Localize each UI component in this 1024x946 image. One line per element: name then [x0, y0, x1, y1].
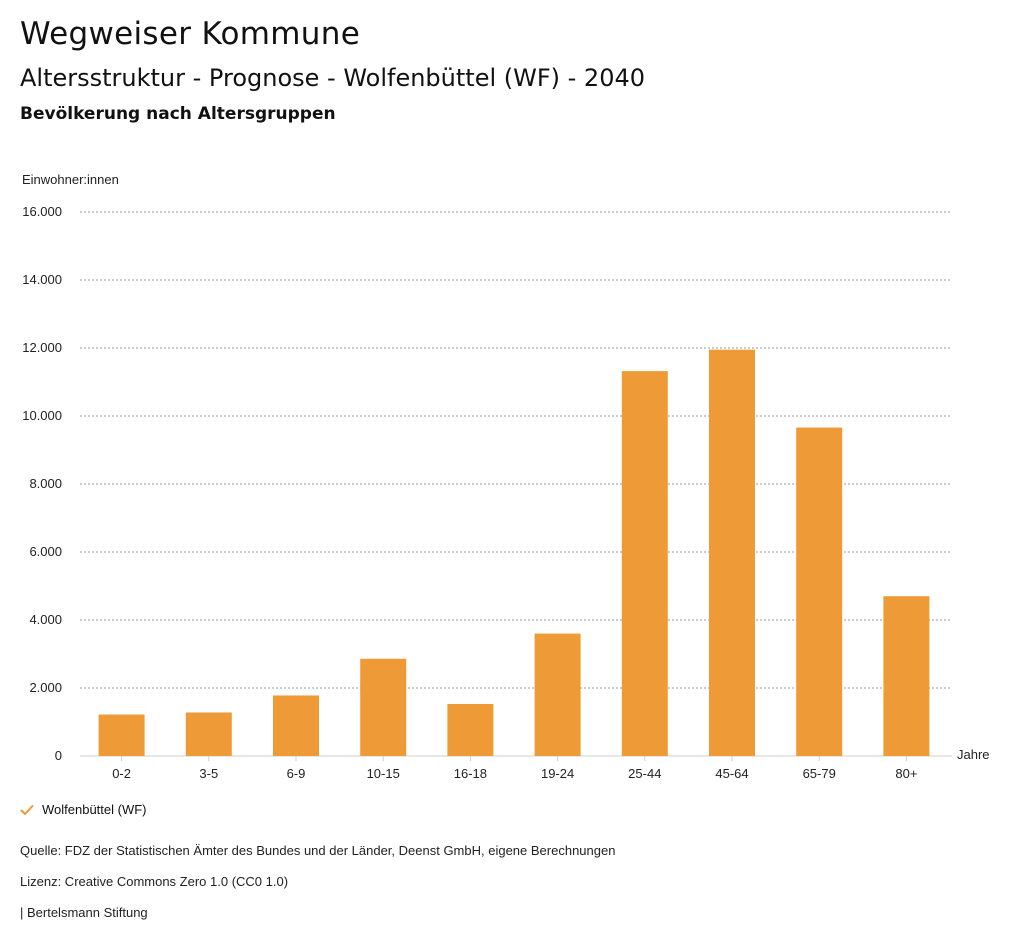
- bar-16-18[interactable]: [447, 703, 494, 756]
- bar-0-2[interactable]: [98, 714, 145, 756]
- y-tick-label: 8.000: [29, 476, 62, 491]
- x-tick-label: 25-44: [628, 766, 661, 781]
- x-tick-label: 80+: [895, 766, 917, 781]
- y-axis-label: Einwohner:innen: [22, 172, 119, 187]
- y-tick-label: 12.000: [22, 340, 62, 355]
- license-note: Lizenz: Creative Commons Zero 1.0 (CC0 1…: [20, 874, 289, 889]
- x-tick-label: 3-5: [199, 766, 218, 781]
- x-tick-label: 6-9: [287, 766, 306, 781]
- bar-45-64[interactable]: [709, 349, 755, 756]
- x-axis-ticks: 0-2 3-5 6-9 10-15 16-18 19-24 25-44 45-64 65-79 8…: [112, 756, 917, 781]
- y-tick-label: 16.000: [22, 204, 62, 219]
- chart-subsubtitle: Bevölkerung nach Altersgruppen: [20, 104, 336, 124]
- x-tick-label: 0-2: [112, 766, 131, 781]
- x-tick-label: 19-24: [541, 766, 574, 781]
- source-note: Quelle: FDZ der Statistischen Ämter des …: [20, 843, 616, 858]
- x-tick-label: 16-18: [454, 766, 487, 781]
- y-tick-label: 10.000: [22, 408, 62, 423]
- x-tick-label: 45-64: [715, 766, 748, 781]
- bars: [98, 349, 930, 756]
- page-title: Wegweiser Kommune: [20, 16, 361, 52]
- bar-19-24[interactable]: [534, 633, 581, 756]
- check-icon: [20, 804, 34, 815]
- bar-80+[interactable]: [883, 596, 930, 756]
- chart-subtitle: Altersstruktur - Prognose - Wolfenbüttel…: [20, 64, 646, 92]
- bar-10-15[interactable]: [360, 658, 407, 756]
- bar-6-9[interactable]: [273, 695, 319, 756]
- bar-chart: Einwohner:innen 0 2.000 4.000 6.000 8.000 10.…: [22, 172, 990, 781]
- y-tick-label: 2.000: [29, 680, 62, 695]
- y-tick-label: 6.000: [29, 544, 62, 559]
- bar-65-79[interactable]: [796, 427, 843, 756]
- x-axis-label: Jahre: [957, 747, 990, 762]
- publisher-note: | Bertelsmann Stiftung: [20, 905, 148, 920]
- x-tick-label: 10-15: [367, 766, 400, 781]
- bar-25-44[interactable]: [621, 371, 668, 756]
- y-tick-label: 4.000: [29, 612, 62, 627]
- y-axis-ticks: 0 2.000 4.000 6.000 8.000 10.000 12.000 14.000 1…: [22, 204, 62, 763]
- x-tick-label: 65-79: [803, 766, 836, 781]
- y-tick-label: 14.000: [22, 272, 62, 287]
- bar-3-5[interactable]: [185, 712, 232, 756]
- y-tick-label: 0: [55, 748, 62, 763]
- legend-label: Wolfenbüttel (WF): [42, 802, 147, 817]
- legend-item[interactable]: Wolfenbüttel (WF): [20, 802, 147, 817]
